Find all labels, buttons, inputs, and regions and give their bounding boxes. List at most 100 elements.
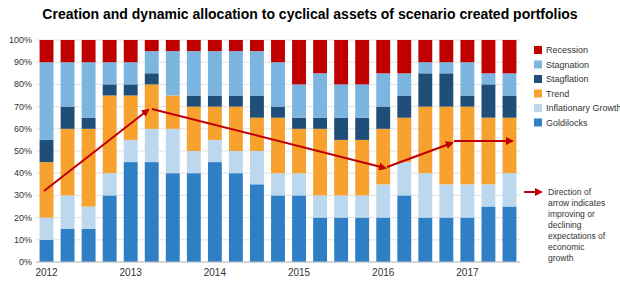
bar-segment (418, 73, 432, 106)
chart: Creation and dynamic allocation to cycli… (0, 0, 620, 288)
direction-arrow (387, 143, 452, 167)
bar-segment (271, 173, 285, 195)
bar-segment (397, 40, 411, 73)
legend-label: Recession (546, 45, 588, 55)
bar-segment (503, 96, 517, 118)
bar-segment (313, 118, 327, 129)
legend-swatch (534, 119, 542, 127)
direction-arrow (152, 109, 385, 168)
bar-segment (376, 107, 390, 129)
annotation: declining (548, 220, 582, 230)
bar-segment (103, 96, 117, 174)
bar-segment (166, 51, 180, 95)
bar-segment (124, 84, 138, 95)
bar-segment (208, 40, 222, 51)
bar-segment (145, 129, 159, 162)
bar-segment (271, 195, 285, 262)
bar-segment (271, 40, 285, 62)
bar-segment (40, 218, 54, 240)
bar-segment (82, 118, 96, 129)
bar-segment (334, 218, 348, 262)
y-tick-label: 70% (14, 102, 32, 112)
bar-segment (187, 96, 201, 107)
x-tick-label: 2015 (288, 267, 311, 278)
bar-segment (229, 151, 243, 173)
bar-segment (313, 73, 327, 117)
bar-segment (208, 140, 222, 162)
bar-segment (187, 173, 201, 262)
bar-segment (145, 73, 159, 84)
bar-segment (460, 218, 474, 262)
bar-segment (355, 84, 369, 117)
bar-segment (397, 118, 411, 162)
legend-label: Trend (546, 89, 569, 99)
bar-segment (418, 107, 432, 174)
bar-segment (208, 162, 222, 262)
x-tick-label: 2013 (120, 267, 143, 278)
bar-segment (82, 40, 96, 62)
bar-segment (124, 162, 138, 262)
bar-segment (292, 84, 306, 117)
bar-segment (40, 62, 54, 140)
bar-segment (481, 73, 495, 84)
legend-swatch (534, 46, 542, 54)
bar-segment (103, 173, 117, 195)
bar-segment (124, 40, 138, 62)
legend-label: Goldilocks (546, 118, 588, 128)
bar-segment (439, 184, 453, 217)
bar-segment (418, 62, 432, 73)
y-tick-label: 50% (14, 146, 32, 156)
bar-segment (460, 40, 474, 62)
bar-segment (229, 173, 243, 262)
bar-segment (250, 184, 264, 262)
bar-segment (376, 40, 390, 73)
bar-segment (40, 40, 54, 62)
bar-segment (460, 96, 474, 107)
bar-segment (61, 107, 75, 129)
annotation: Direction of (548, 187, 592, 197)
bar-segment (103, 40, 117, 62)
bar-segment (271, 118, 285, 174)
bar-segment (397, 73, 411, 95)
bar-segment (124, 140, 138, 162)
bar-segment (82, 129, 96, 207)
bar-segment (61, 229, 75, 262)
bar-segment (481, 118, 495, 185)
bar-segment (166, 40, 180, 51)
bar-segment (145, 51, 159, 73)
annotation: improving or (548, 209, 595, 219)
bar-segment (292, 129, 306, 173)
legend: RecessionStagnationStagflationTrendInfla… (534, 45, 620, 128)
bar-segment (271, 62, 285, 106)
x-tick-label: 2014 (204, 267, 227, 278)
bar-segment (145, 40, 159, 51)
bar-segment (397, 96, 411, 118)
y-tick-label: 10% (14, 235, 32, 245)
bar-segment (313, 218, 327, 262)
bar-segment (439, 40, 453, 62)
legend-swatch (534, 61, 542, 69)
direction-arrows (44, 109, 512, 191)
y-tick-label: 80% (14, 79, 32, 89)
bar-segment (61, 62, 75, 106)
direction-arrow (454, 140, 512, 142)
bar-segment (313, 40, 327, 73)
x-tick-label: 2016 (372, 267, 395, 278)
bar-segment (208, 96, 222, 107)
bar-segment (460, 107, 474, 185)
bar-segment (187, 51, 201, 95)
bars (40, 40, 517, 262)
bar-segment (40, 240, 54, 262)
grid (36, 40, 520, 262)
legend-label: Inflationary Growth (546, 103, 620, 113)
bar-segment (376, 73, 390, 106)
bar-segment (503, 118, 517, 174)
legend-swatch (534, 104, 542, 112)
bar-segment (503, 73, 517, 95)
bar-segment (103, 195, 117, 262)
bar-segment (61, 195, 75, 228)
bar-segment (229, 96, 243, 107)
bar-segment (503, 173, 517, 206)
y-tick-label: 20% (14, 213, 32, 223)
bar-segment (397, 162, 411, 195)
